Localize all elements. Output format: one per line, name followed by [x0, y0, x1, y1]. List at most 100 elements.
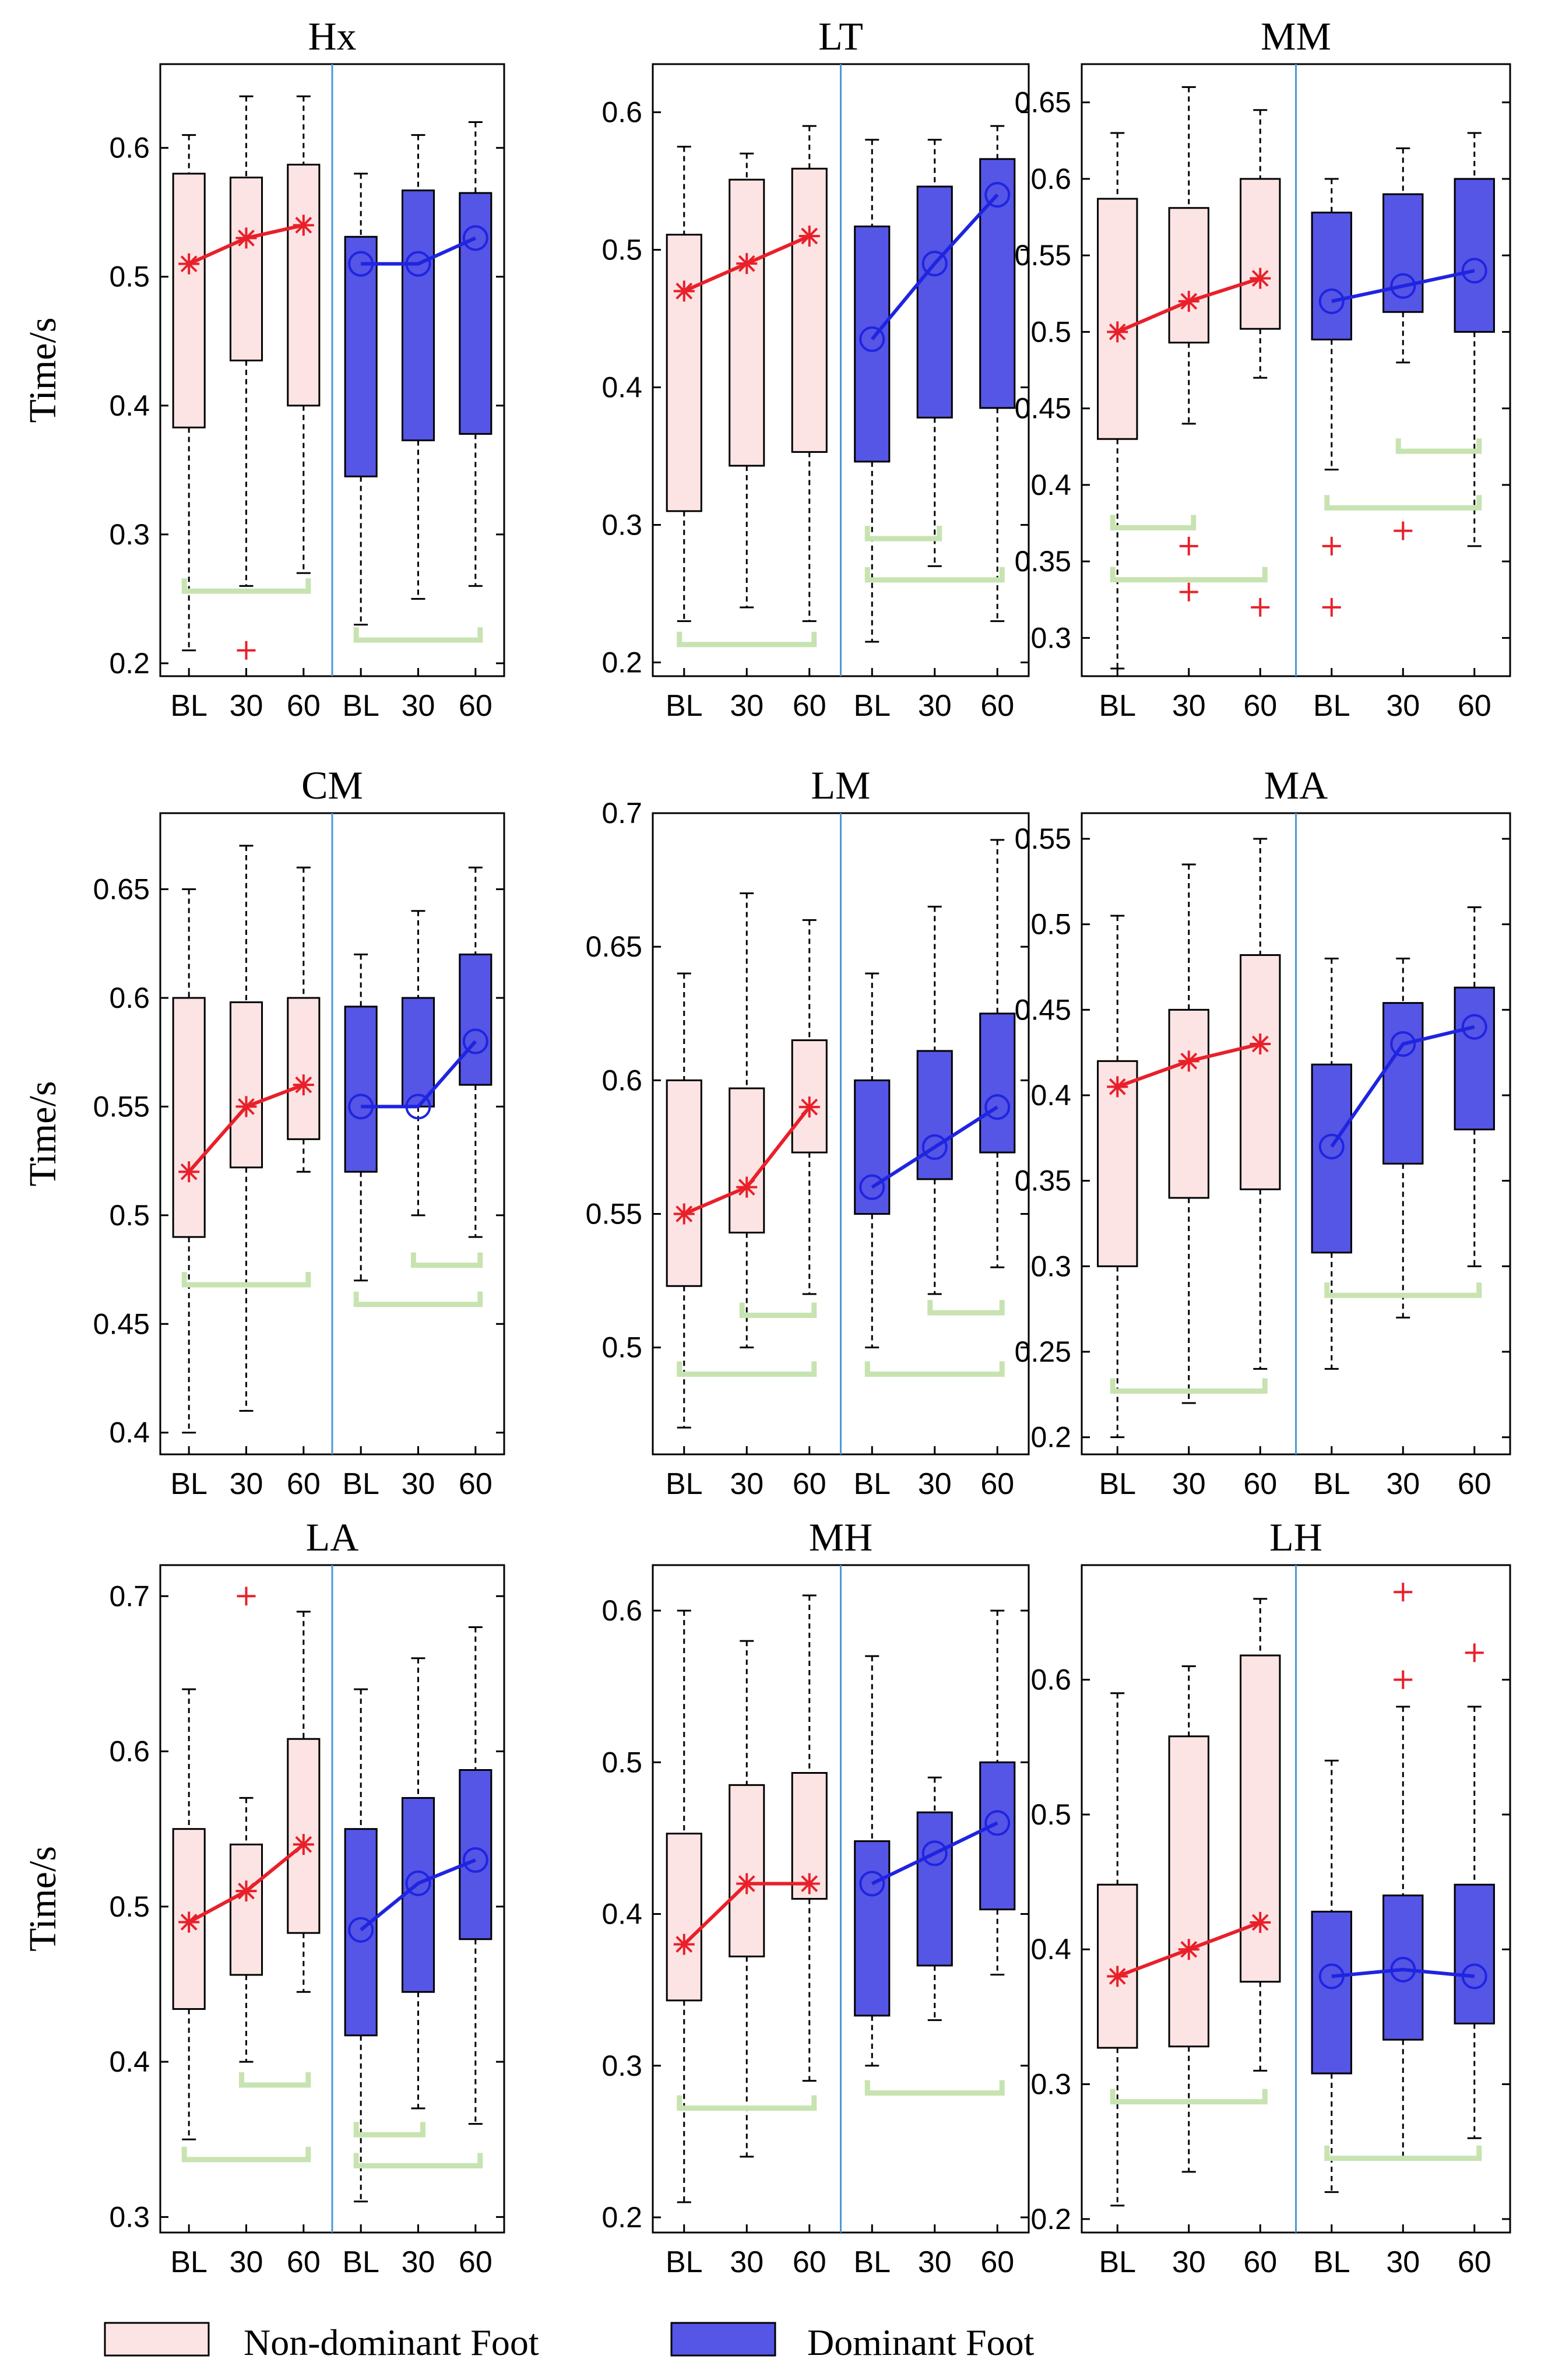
y-tick-label: 0.5 — [109, 1199, 150, 1232]
median-marker-circle — [462, 1847, 488, 1873]
x-tick-label: 60 — [1458, 689, 1491, 723]
y-tick-label: 0.4 — [109, 389, 150, 422]
outlier-marker — [1251, 597, 1270, 617]
median-marker-star — [673, 1933, 695, 1955]
x-tick-label: 60 — [287, 1467, 321, 1501]
box-dominant — [1311, 212, 1352, 340]
y-tick-label: 0.3 — [109, 2200, 150, 2233]
x-tick-label: 30 — [230, 689, 263, 723]
panel-title: Hx — [308, 14, 356, 58]
y-tick-label: 0.5 — [1030, 1798, 1071, 1831]
x-tick-label: BL — [666, 2245, 703, 2279]
significance-bracket — [864, 526, 942, 542]
median-marker-star — [1250, 1033, 1271, 1054]
x-tick-label: 30 — [402, 1467, 435, 1501]
box-dominant — [854, 225, 891, 463]
panel-title: LT — [818, 14, 863, 58]
y-tick-label: 0.5 — [601, 1746, 642, 1778]
median-marker-circle — [859, 1174, 885, 1200]
y-axis-label: Time/s — [22, 1846, 64, 1952]
median-marker-star — [1250, 268, 1271, 289]
outlier-marker — [1394, 521, 1413, 540]
median-marker-circle — [348, 1917, 374, 1943]
x-tick-label: 60 — [1243, 689, 1277, 723]
box-dominant — [459, 192, 492, 435]
box-nondominant — [172, 997, 206, 1238]
median-trend-line — [871, 1821, 998, 1886]
significance-bracket — [1110, 567, 1268, 583]
median-marker-star — [673, 280, 695, 302]
x-tick-label: 30 — [402, 2245, 435, 2279]
median-marker-circle — [348, 1094, 374, 1120]
legend: Non-dominant Foot Dominant Foot — [104, 2322, 1035, 2363]
x-tick-label: 30 — [730, 689, 764, 723]
x-tick-label: 60 — [980, 689, 1014, 723]
median-trend-line — [360, 1858, 476, 1932]
box-nondominant — [287, 997, 321, 1140]
panel-title: LH — [1269, 1515, 1322, 1559]
x-tick-label: 30 — [1386, 1467, 1420, 1501]
median-marker-star — [1178, 290, 1199, 312]
x-tick-label: 60 — [459, 2245, 492, 2279]
panel-mm: MM 0.3 0.35 0.4 0.45 0.5 0.55 0.6 0.65 BL 30 60 BL 30… — [1015, 14, 1511, 723]
median-marker-star — [293, 215, 314, 236]
significance-bracket — [353, 1291, 483, 1307]
median-trend-line — [1331, 269, 1475, 303]
box-dominant — [916, 185, 953, 419]
y-tick-label: 0.35 — [1015, 1165, 1071, 1197]
median-trend-line — [870, 194, 999, 340]
median-marker-star — [1178, 1939, 1199, 1960]
y-tick-label: 0.5 — [601, 1331, 642, 1364]
median-marker-star — [798, 1873, 820, 1894]
median-marker-circle — [1318, 1134, 1345, 1159]
box-nondominant — [666, 1833, 702, 2002]
y-tick-label: 0.6 — [1030, 163, 1071, 195]
x-tick-label: 60 — [459, 1467, 492, 1501]
y-tick-label: 0.5 — [601, 234, 642, 266]
outlier-marker — [1179, 582, 1198, 602]
y-tick-label: 0.4 — [109, 1416, 150, 1449]
significance-bracket — [1324, 1282, 1482, 1298]
box-nondominant — [666, 234, 702, 512]
y-tick-label: 0.4 — [1030, 1933, 1071, 1966]
median-marker-circle — [921, 1840, 948, 1866]
outlier-marker — [1322, 597, 1341, 617]
x-tick-label: 30 — [730, 1467, 764, 1501]
box-dominant — [401, 997, 435, 1108]
panels-group: Hx 0.2 0.3 0.4 0.5 0.6 Time/s BL 30 60 BL 30 60 LT 0.2… — [22, 14, 1511, 2279]
median-marker-circle — [1461, 1014, 1487, 1040]
median-marker-star — [1250, 1911, 1271, 1933]
y-tick-label: 0.35 — [1015, 545, 1071, 578]
median-marker-star — [178, 1161, 200, 1183]
legend-swatch-nondominant — [104, 2322, 210, 2357]
significance-bracket — [181, 578, 311, 594]
panel-mh: MH 0.2 0.3 0.4 0.5 0.6 BL 30 60 BL 30 60 — [601, 1515, 1030, 2279]
median-marker-star — [736, 253, 758, 275]
box-nondominant — [1168, 207, 1209, 344]
median-marker-star — [673, 1203, 695, 1225]
box-dominant — [1454, 986, 1495, 1131]
median-marker-circle — [984, 182, 1011, 208]
y-tick-label: 0.5 — [109, 261, 150, 293]
x-tick-label: 60 — [980, 1467, 1014, 1501]
x-tick-label: 30 — [230, 1467, 263, 1501]
y-tick-label: 0.65 — [1015, 86, 1071, 119]
y-axis-label: Time/s — [22, 318, 64, 423]
x-tick-label: 30 — [918, 689, 952, 723]
y-tick-label: 0.3 — [109, 518, 150, 551]
median-marker-star — [1178, 1050, 1199, 1072]
median-marker-star — [293, 1074, 314, 1096]
significance-bracket — [739, 1302, 817, 1319]
box-nondominant — [229, 1001, 263, 1169]
panel-title: LM — [811, 763, 871, 807]
median-marker-star — [736, 1176, 758, 1198]
median-marker-star — [798, 225, 820, 247]
x-tick-label: 60 — [459, 689, 492, 723]
median-marker-star — [293, 1834, 314, 1855]
median-marker-star — [798, 1096, 820, 1118]
outlier-marker — [237, 1587, 256, 1606]
significance-bracket — [181, 1272, 311, 1288]
x-tick-label: BL — [666, 689, 703, 723]
outlier-marker — [1394, 1670, 1413, 1689]
legend-label-nondominant: Non-dominant Foot — [244, 2322, 539, 2363]
